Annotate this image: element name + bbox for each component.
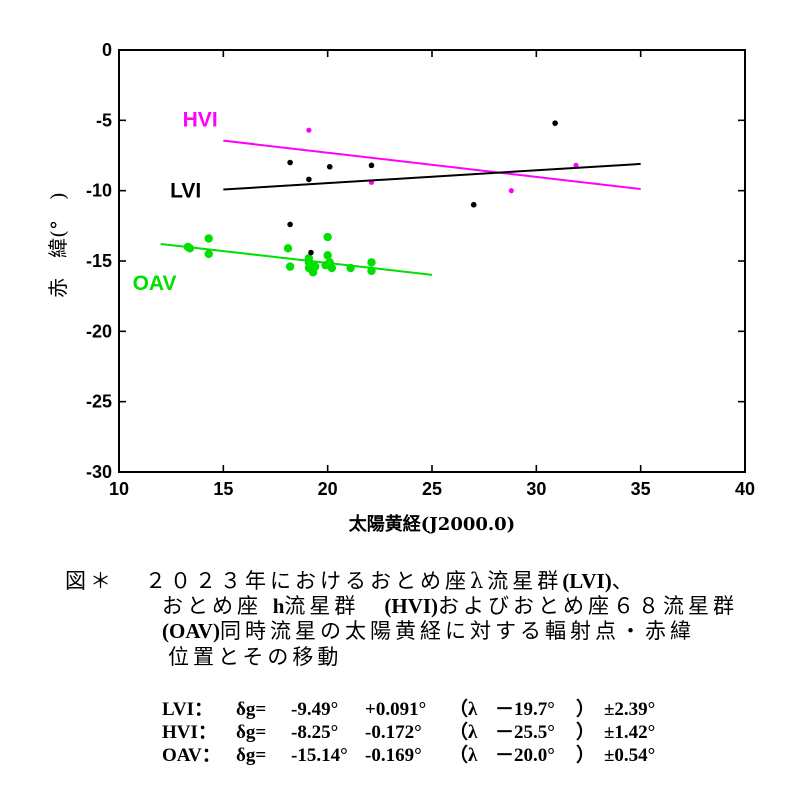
equation-close: ） — [576, 699, 596, 720]
hvi-series: HVI — [183, 109, 641, 194]
caption-abbrev-lvi: (LVI) — [562, 569, 612, 593]
oav-point — [204, 234, 213, 243]
equation-slope: -0.172° — [365, 722, 422, 743]
hvi-fit-line — [223, 139, 641, 191]
equation-row-lvi: LVI： δg= -9.49° +0.091° （λ －19.7° ） ±2.3… — [0, 698, 800, 721]
series-label-oav: OAV — [133, 272, 177, 295]
equation-row-oav: OAV： δg= -15.14° -0.169° （λ －20.0° ） ±0.… — [0, 744, 800, 767]
equation-error: ±2.39° — [604, 699, 656, 720]
equation-error: ±1.42° — [604, 722, 656, 743]
oav-point — [323, 232, 332, 242]
caption-text: 同時流星の太陽黄経に対する輻射点・赤緯 — [219, 619, 695, 643]
x-tick-label: 20 — [318, 479, 338, 499]
equation-row-hvi: HVI： δg= -8.25° -0.172° （λ －25.5° ） ±1.4… — [0, 721, 800, 744]
y-tick-label: -25 — [86, 392, 112, 412]
oav-point — [367, 258, 376, 267]
x-tick-label: 40 — [735, 479, 755, 499]
equation-open: （λ — [449, 722, 478, 743]
x-tick-label: 15 — [213, 479, 233, 499]
x-tick-label: 30 — [526, 479, 546, 499]
equation-error: ±0.54° — [604, 745, 656, 766]
hvi-point — [508, 188, 514, 194]
y-tick-label: -15 — [86, 251, 112, 271]
lvi-point — [287, 221, 293, 228]
caption-abbrev-hvi: (HVI) — [384, 594, 439, 618]
caption-text: 流星群 — [284, 594, 385, 618]
oav-point — [283, 244, 293, 253]
caption-line-1: ２０２３年におけるおとめ座λ流星群(LVI)、 — [145, 568, 637, 594]
equation-intercept: -15.14° — [291, 745, 348, 766]
hvi-point — [573, 162, 579, 168]
lvi-point — [306, 176, 312, 183]
y-tick-label: -10 — [86, 181, 112, 201]
oav-point — [310, 262, 320, 271]
series-label-hvi: HVI — [183, 109, 218, 132]
lvi-point — [368, 162, 375, 169]
caption-line-3: (OAV)同時流星の太陽黄経に対する輻射点・赤緯 — [162, 618, 695, 644]
y-tick-label: -30 — [86, 462, 112, 482]
lvi-series: LVI — [170, 120, 641, 256]
equation-lhs: δg= — [236, 745, 267, 766]
oav-series: OAV — [133, 232, 433, 295]
equation-lhs: δg= — [236, 699, 267, 720]
lvi-point — [308, 249, 314, 256]
plot-frame — [118, 49, 746, 473]
equation-intercept: -9.49° — [291, 699, 339, 720]
caption-text: およびおとめ座６８流星群 — [438, 594, 739, 618]
oav-fit-line — [160, 242, 433, 276]
x-tick-label: 35 — [631, 479, 651, 499]
figure-label-line: 図＊ — [65, 568, 115, 594]
caption-letter-h: h — [272, 594, 285, 618]
equation-name: HVI： — [162, 722, 217, 743]
oav-point — [323, 251, 332, 260]
oav-point — [185, 244, 195, 253]
lvi-point — [470, 201, 477, 208]
equation-name: LVI： — [162, 699, 214, 720]
oav-point — [346, 263, 355, 273]
caption-text: ２０２３年におけるおとめ座λ流星群 — [145, 569, 563, 593]
caption-line-2: おとめ座 h流星群 (HVI)およびおとめ座６８流星群 — [162, 593, 738, 619]
lvi-point — [326, 163, 333, 170]
equation-close: ） — [576, 722, 596, 743]
equation-close: ） — [576, 745, 596, 766]
oav-point — [285, 262, 295, 271]
equation-slope: +0.091° — [365, 699, 427, 720]
equation-reference: －20.0° — [495, 745, 555, 766]
oav-point — [367, 266, 376, 276]
equation-open: （λ — [449, 699, 478, 720]
hvi-point — [306, 127, 312, 133]
lvi-point — [552, 120, 558, 126]
lvi-fit-line — [223, 162, 641, 191]
oav-point — [204, 249, 213, 259]
caption-text: 、 — [611, 569, 637, 593]
caption-line-4: 位置とその移動 — [168, 644, 342, 670]
lvi-point — [287, 159, 293, 166]
x-tick-label: 25 — [422, 479, 442, 499]
radiant-declination-chart: 太陽黄経(J2000.0) 赤 緯(° ) 10 15 20 25 30 35 40 0 -5 -… — [46, 40, 755, 535]
y-tick-label: 0 — [102, 40, 112, 60]
equation-intercept: -8.25° — [291, 722, 339, 743]
y-axis-label: 赤 緯(° ) — [46, 192, 70, 298]
x-axis-label: 太陽黄経(J2000.0) — [349, 513, 515, 535]
oav-point — [327, 263, 337, 273]
y-tick-label: -20 — [86, 321, 112, 341]
equation-lhs: δg= — [236, 722, 267, 743]
figure-label: 図＊ — [65, 569, 115, 593]
series-label-lvi: LVI — [170, 180, 201, 203]
caption-text: おとめ座 — [162, 594, 273, 618]
caption-text: 位置とその移動 — [168, 645, 343, 669]
equation-open: （λ — [449, 745, 478, 766]
x-tick-label: 10 — [109, 479, 129, 499]
equation-reference: －19.7° — [495, 699, 555, 720]
caption-abbrev-oav: (OAV) — [162, 619, 220, 643]
equation-slope: -0.169° — [365, 745, 422, 766]
equation-name: OAV： — [162, 745, 221, 766]
y-tick-label: -5 — [96, 110, 112, 130]
oav-point — [321, 261, 330, 270]
equation-reference: －25.5° — [495, 722, 555, 743]
